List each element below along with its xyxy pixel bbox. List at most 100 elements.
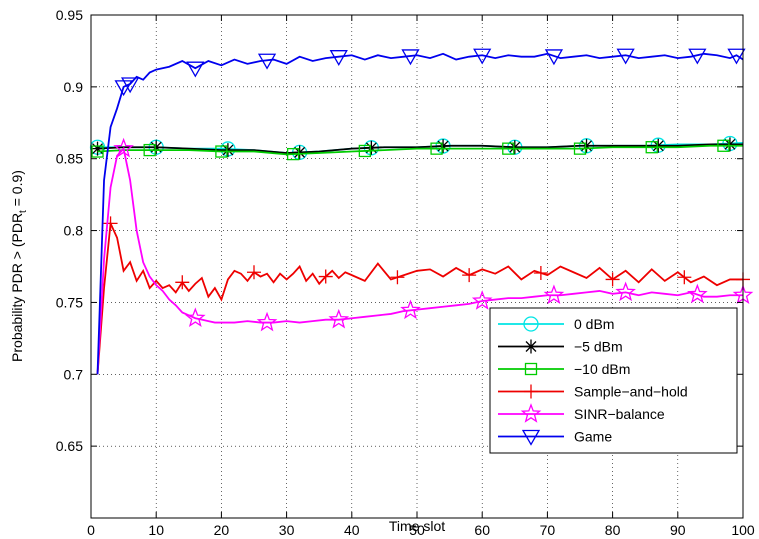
ticks: 0 10 20 30 40 50 60 70 80 90 100 0.65 0.7 0.75 0.8 0.85… [56,7,755,538]
series-line [97,143,743,154]
y-axis-label-subscript: t [18,210,29,213]
series-marker [318,269,333,284]
legend-label: −10 dBm [574,361,630,377]
series-marker [616,48,635,65]
legend-label: SINR−balance [574,406,665,422]
y-axis-label-prefix: Probability PDR > (PDR [9,213,25,362]
series-marker [579,138,594,153]
legend-label: 0 dBm [574,316,614,332]
x-tick-label: 60 [474,522,490,538]
series-marker [91,145,104,158]
series-marker [220,143,235,158]
legend-item: −5 dBm [498,339,623,355]
series-marker [175,275,190,290]
series-marker [473,48,492,65]
y-tick-label: 0.8 [64,223,84,239]
series-marker [615,281,636,302]
y-axis-label: Probability PDR > (PDRt = 0.9) [9,170,29,362]
series-marker [507,140,522,155]
series-line [96,52,744,375]
series-marker [143,143,156,157]
series-marker [677,270,692,285]
series-marker [247,265,261,280]
series-marker [90,141,105,156]
series-marker [727,48,746,65]
series-marker [186,61,205,78]
legend-item: Game [498,429,612,446]
y-tick-label: 0.65 [56,438,83,454]
series-marker [502,142,515,155]
y-tick-label: 0.9 [64,79,84,95]
legend: 0 dBm −5 dBm −10 dBm Sample−and−hold SINR−ba… [489,307,738,454]
series-marker [688,48,707,65]
y-tick-label: 0.7 [64,366,84,382]
series-marker [605,272,620,287]
series-line [96,146,743,375]
series-layer [89,48,754,375]
legend-marker [524,339,538,354]
series-marker [149,140,164,155]
x-tick-label: 20 [214,522,230,538]
series-4 [96,137,754,375]
x-tick-label: 70 [540,522,556,538]
legend-marker [521,429,541,446]
series-marker [292,145,307,160]
series-marker [329,50,348,66]
series-marker [113,137,134,158]
series-marker [364,140,379,155]
legend-label: −5 dBm [574,339,623,355]
grid [91,15,743,518]
series-marker [430,142,443,155]
series-marker [573,142,587,155]
y-tick-label: 0.75 [56,294,83,310]
y-tick-label: 0.85 [56,151,83,167]
series-marker [533,265,548,280]
series-marker [651,138,666,153]
series-marker [286,147,300,161]
series-marker [436,139,451,154]
series-marker [543,284,565,305]
x-tick-label: 30 [279,522,295,538]
x-axis-label: Time slot [389,518,445,534]
series-marker [645,141,658,154]
legend-marker [520,403,542,423]
y-tick-label: 0.95 [56,7,83,23]
x-tick-label: 40 [344,522,360,538]
series-marker [256,311,278,332]
series-marker [717,139,730,152]
series-marker [215,145,228,158]
legend-item: −10 dBm [498,361,630,377]
legend-box [489,307,738,454]
legend-marker [524,362,538,376]
legend-item: SINR−balance [498,403,665,423]
x-tick-label: 0 [87,522,95,538]
legend-label: Sample−and−hold [574,384,688,400]
series-marker [358,144,371,158]
series-marker [401,49,420,66]
legend-item: Sample−and−hold [498,384,688,400]
y-axis-label-suffix: = 0.9) [9,170,25,210]
series-line [97,144,743,156]
series-marker [185,307,206,328]
series-marker [722,137,737,152]
x-tick-label: 10 [148,522,164,538]
series-2 [91,139,743,161]
series-marker [462,268,477,283]
series-marker [400,299,421,320]
x-tick-label: 90 [670,522,686,538]
series-marker [544,49,564,66]
x-tick-label: 80 [605,522,621,538]
series-marker [120,77,140,94]
series-marker [328,308,350,329]
series-line [96,219,743,375]
series-marker [687,283,708,304]
x-tick-label: 100 [731,522,755,538]
series-marker [390,270,405,285]
series-marker [471,290,493,310]
legend-marker [524,384,538,399]
series-marker [103,216,118,231]
series-5 [96,48,746,375]
series-1 [90,137,743,160]
legend-item: 0 dBm [498,316,614,332]
